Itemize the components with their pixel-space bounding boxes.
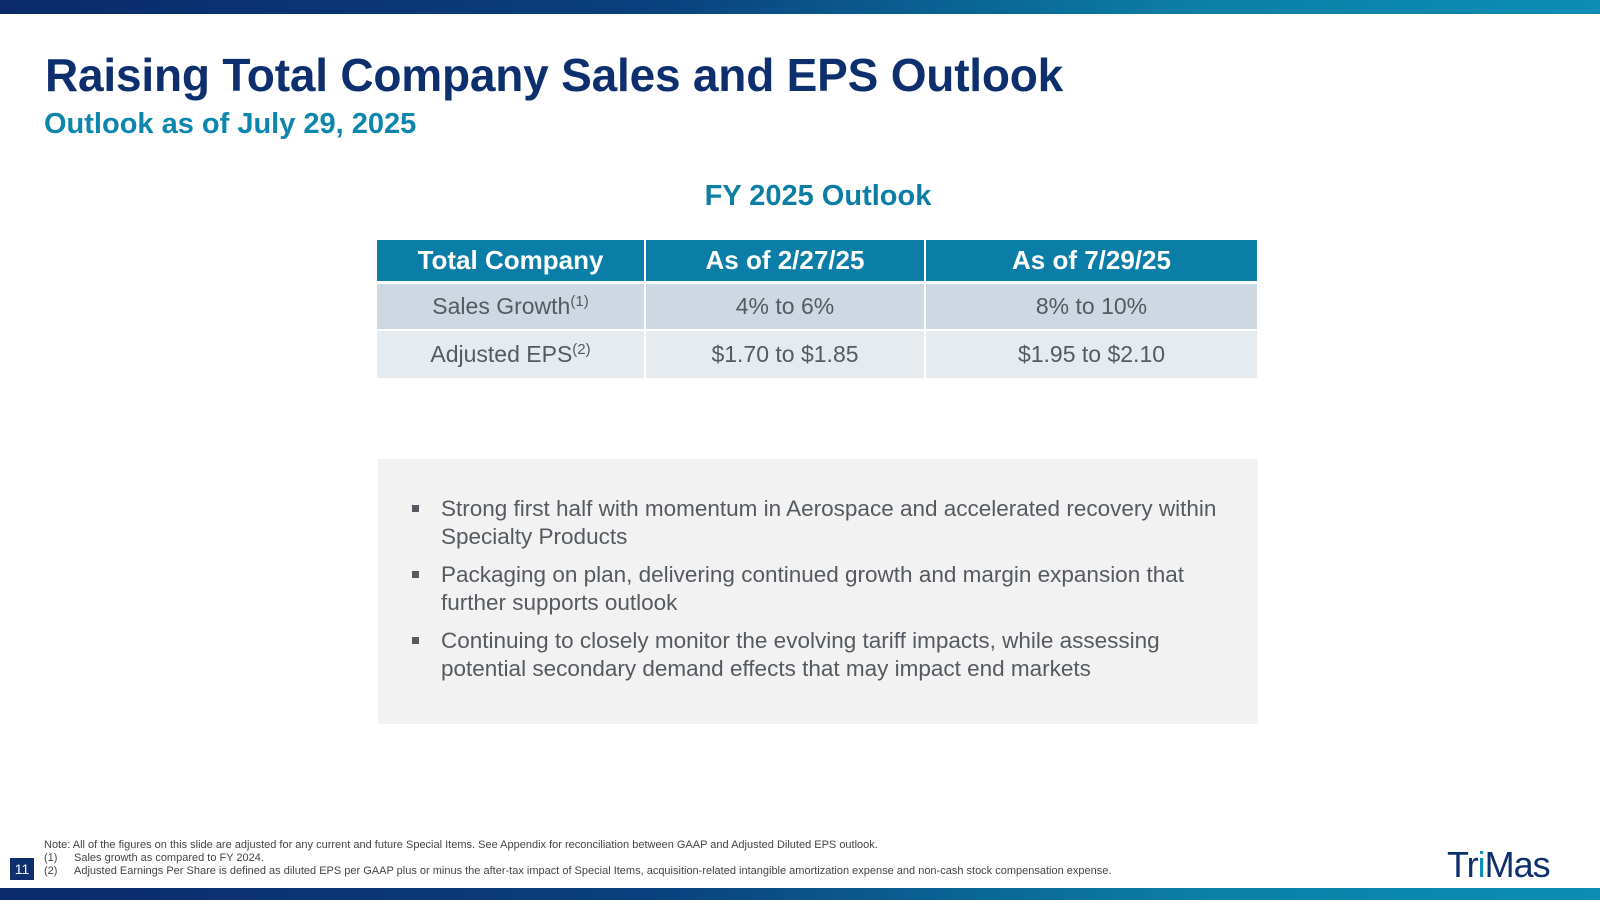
row-label-cell: Sales Growth(1) — [377, 282, 646, 331]
logo-text-part: Mas — [1484, 844, 1551, 885]
footnote-ref: (1) — [570, 293, 589, 310]
bullet-text: Strong first half with momentum in Aeros… — [441, 496, 1217, 549]
column-header: As of 7/29/25 — [925, 240, 1257, 284]
table-header-row: Total Company As of 2/27/25 As of 7/29/2… — [377, 240, 1257, 284]
square-bullet-icon — [412, 505, 419, 512]
row-label-cell: Adjusted EPS(2) — [377, 330, 646, 380]
footnote-number: (2) — [44, 865, 58, 877]
list-item: Continuing to closely monitor the evolvi… — [411, 627, 1231, 683]
logo-text-part: Tr — [1447, 844, 1479, 885]
slide-subtitle: Outlook as of July 29, 2025 — [44, 108, 417, 140]
footnote-text: Adjusted Earnings Per Share is defined a… — [74, 865, 1112, 877]
table-row: Adjusted EPS(2) $1.70 to $1.85 $1.95 to … — [377, 330, 1257, 380]
logo-text-dot: i — [1477, 844, 1486, 885]
list-item: Packaging on plan, delivering continued … — [411, 561, 1231, 617]
square-bullet-icon — [412, 571, 419, 578]
row-label: Sales Growth — [432, 293, 571, 319]
list-item: Strong first half with momentum in Aeros… — [411, 495, 1231, 551]
footnotes: Note: All of the figures on this slide a… — [44, 839, 1344, 878]
highlights-box: Strong first half with momentum in Aeros… — [378, 459, 1258, 724]
bullet-text: Packaging on plan, delivering continued … — [441, 562, 1184, 615]
page-number: 11 — [10, 858, 34, 880]
footnote-item: (1) Sales growth as compared to FY 2024. — [44, 852, 1344, 865]
table-cell: 4% to 6% — [645, 282, 926, 331]
top-accent-bar — [0, 0, 1600, 14]
table-cell: $1.95 to $2.10 — [925, 330, 1257, 380]
outlook-table: Total Company As of 2/27/25 As of 7/29/2… — [377, 240, 1257, 380]
column-header: As of 2/27/25 — [645, 240, 926, 284]
bullet-text: Continuing to closely monitor the evolvi… — [441, 628, 1160, 681]
footnote-note: Note: All of the figures on this slide a… — [44, 839, 878, 851]
square-bullet-icon — [412, 637, 419, 644]
table-cell: $1.70 to $1.85 — [645, 330, 926, 380]
footnote-item: (2) Adjusted Earnings Per Share is define… — [44, 865, 1344, 878]
footnote-number: (1) — [44, 852, 58, 864]
bottom-accent-bar — [0, 888, 1600, 900]
table-row: Sales Growth(1) 4% to 6% 8% to 10% — [377, 282, 1257, 331]
column-header: Total Company — [377, 240, 646, 284]
row-label: Adjusted EPS — [430, 341, 573, 367]
slide-title: Raising Total Company Sales and EPS Outl… — [45, 49, 1064, 101]
footnote-text: Sales growth as compared to FY 2024. — [74, 852, 264, 864]
table-cell: 8% to 10% — [925, 282, 1257, 331]
table-heading: FY 2025 Outlook — [704, 180, 932, 212]
trimas-logo-icon: TriMas — [1447, 843, 1551, 887]
bullet-list: Strong first half with momentum in Aeros… — [411, 495, 1231, 693]
footnote-ref: (2) — [572, 341, 591, 358]
